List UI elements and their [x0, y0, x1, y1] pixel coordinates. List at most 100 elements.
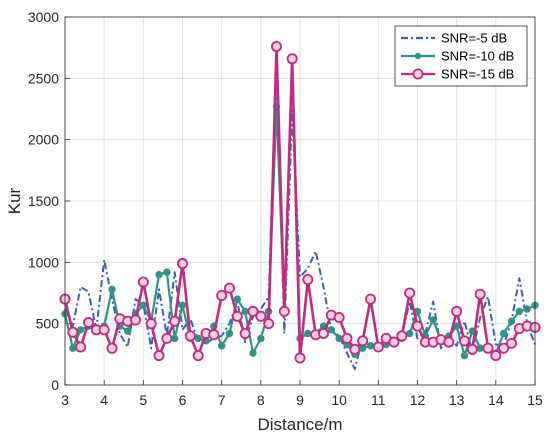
series-point-1	[249, 349, 257, 357]
y-tick-label: 2000	[28, 132, 59, 148]
series-point-1	[335, 334, 343, 343]
series-point-1	[76, 326, 85, 334]
series-point-1	[194, 334, 202, 343]
series-point-1	[241, 307, 249, 316]
series-point-2	[490, 350, 502, 362]
series-point-2	[364, 293, 376, 305]
legend: SNR=-5 dB SNR=-10 dB SNR=-15 dB	[394, 25, 528, 87]
series-point-1	[366, 342, 375, 350]
series-point-2	[137, 276, 149, 288]
series-point-1	[476, 344, 484, 352]
series-point-2	[247, 305, 259, 317]
series-point-1	[405, 329, 414, 338]
x-tick-label: 8	[257, 392, 265, 408]
series-point-1	[225, 329, 234, 338]
series-point-1	[499, 329, 508, 338]
series-point-2	[192, 350, 204, 362]
series-point-2	[216, 289, 228, 301]
series-point-2	[176, 258, 188, 270]
series-point-2	[129, 314, 141, 326]
series-point-2	[263, 318, 275, 330]
series-point-2	[333, 312, 345, 324]
series-point-2	[278, 305, 290, 317]
series-point-2	[357, 335, 369, 347]
series-point-1	[507, 317, 516, 325]
series-point-2	[231, 310, 243, 322]
series-point-2	[98, 324, 110, 336]
x-tick-label: 10	[331, 392, 347, 408]
series-point-2	[458, 335, 470, 347]
x-tick-label: 3	[61, 392, 69, 408]
y-tick-label: 2500	[28, 70, 59, 86]
series-point-2	[505, 337, 517, 349]
series-point-1	[123, 327, 132, 335]
x-tick-labels: 3 4 5 6 7 8 9 10 11 12 13 14 15	[61, 392, 543, 408]
series-point-2	[411, 320, 423, 332]
series-point-1	[170, 334, 179, 343]
series-point-1	[163, 268, 171, 276]
series-point-2	[466, 343, 478, 355]
series-point-2	[474, 288, 486, 300]
series-point-1	[460, 351, 469, 360]
series-point-2	[482, 342, 494, 354]
series-point-2	[270, 40, 282, 52]
y-tick-label: 1500	[28, 193, 59, 209]
x-tick-label: 5	[139, 392, 147, 408]
series-point-2	[404, 287, 416, 299]
x-tick-label: 7	[218, 392, 226, 408]
y-tick-label: 3000	[28, 9, 59, 25]
series-point-2	[161, 332, 173, 344]
series-point-2	[372, 341, 384, 353]
series-point-2	[498, 342, 510, 354]
series-point-2	[106, 342, 118, 354]
legend-label-2: SNR=-15 dB	[441, 67, 514, 82]
series-point-1	[69, 344, 77, 352]
legend-marker-2	[412, 68, 424, 80]
series-point-1	[178, 301, 187, 309]
x-tick-label: 14	[488, 392, 504, 408]
series-point-2	[239, 327, 251, 339]
series-point-2	[317, 327, 329, 339]
series-point-1	[139, 301, 148, 309]
series-point-2	[208, 329, 220, 341]
series-point-2	[67, 326, 79, 338]
plot-border	[64, 16, 536, 386]
legend-label-0: SNR=-5 dB	[441, 31, 507, 46]
series-point-1	[515, 307, 524, 316]
series-point-1	[304, 329, 312, 338]
series-point-2	[294, 352, 306, 364]
series-point-2	[451, 305, 463, 317]
series-point-1	[108, 285, 116, 294]
series-point-1	[429, 316, 437, 324]
series-point-2	[153, 350, 165, 362]
y-tick-label: 500	[36, 316, 60, 332]
series-point-2	[169, 315, 181, 327]
series-point-2	[396, 330, 408, 342]
series-point-2	[223, 282, 235, 294]
x-tick-label: 13	[449, 392, 465, 408]
series-point-1	[257, 334, 265, 343]
series-point-1	[233, 295, 242, 303]
series-point-2	[255, 310, 267, 322]
x-tick-label: 12	[410, 392, 426, 408]
series-point-2	[184, 330, 196, 342]
series-point-1	[523, 305, 531, 313]
series-layer	[59, 40, 541, 371]
y-tick-label: 0	[51, 377, 59, 393]
x-tick-label: 15	[527, 392, 543, 408]
x-tick-label: 6	[179, 392, 187, 408]
y-axis-label: Kur	[5, 187, 24, 214]
x-tick-label: 11	[371, 392, 386, 408]
series-point-2	[443, 336, 455, 348]
series-point-1	[217, 342, 226, 350]
legend-label-1: SNR=-10 dB	[441, 49, 514, 64]
series-point-1	[327, 326, 336, 334]
x-tick-label: 9	[296, 392, 304, 408]
y-tick-label: 1000	[28, 254, 59, 270]
series-point-2	[349, 343, 361, 355]
series-point-2	[286, 53, 298, 65]
series-point-2	[75, 341, 87, 353]
series-point-2	[83, 316, 95, 328]
series-point-2	[145, 318, 157, 330]
